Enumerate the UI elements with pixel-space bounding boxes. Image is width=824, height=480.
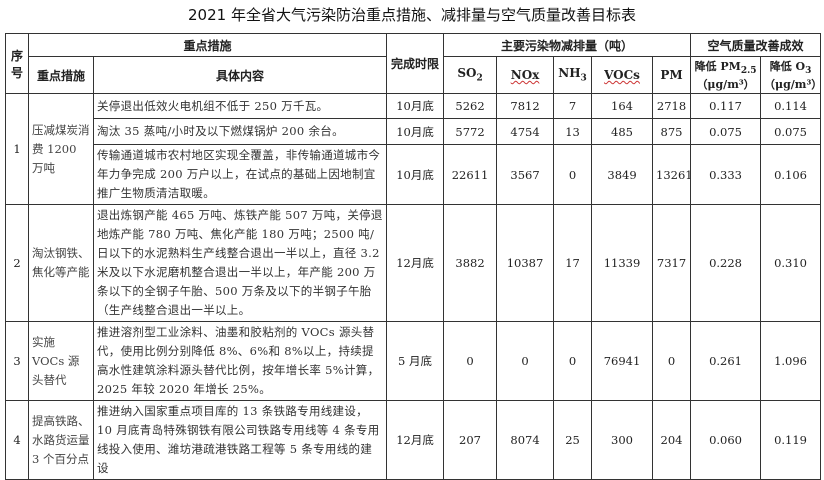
header-so2: SO2 (443, 55, 498, 95)
nox-cell: 4754 (496, 118, 555, 146)
so2-cell: 5772 (443, 118, 498, 146)
nox-cell: 8074 (496, 400, 555, 480)
vocs-cell: 485 (591, 118, 654, 146)
measure-cell: 淘汰钢铁、焦化等产能 (28, 204, 94, 323)
measure-cell: 提高铁路、水路货运量 3 个百分点 (28, 400, 94, 480)
so2-cell: 3882 (443, 204, 498, 323)
pm25-cell: 0.228 (690, 204, 762, 323)
o3-cell: 0.106 (760, 144, 822, 206)
table-row: 2 淘汰钢铁、焦化等产能 退出炼钢产能 465 万吨、炼铁产能 507 万吨，关停退… (5, 204, 822, 323)
nh3-cell: 0 (553, 144, 593, 206)
deadline-cell: 5 月底 (386, 321, 445, 402)
vocs-cell: 3849 (591, 144, 654, 206)
seq-cell: 3 (5, 321, 29, 402)
pm-cell: 875 (652, 118, 692, 146)
table-row: 1 压减煤炭消费 1200 万吨 关停退出低效火电机组不低于 250 万千瓦。 10月… (5, 93, 822, 206)
table-title: 2021 年全省大气污染防治重点措施、减排量与空气质量改善目标表 (188, 6, 636, 24)
nh3-cell: 13 (553, 118, 593, 146)
header-pm25: 降低 PM2.5 （μg/m³） (690, 55, 762, 95)
nox-cell: 0 (496, 321, 555, 402)
nox-cell: 7812 (496, 93, 555, 120)
header-vocs: VOCs (591, 55, 654, 95)
so2-label: SO (457, 66, 477, 81)
pm25-unit: （μg/m³） (696, 78, 755, 92)
nh3-cell: 25 (553, 400, 593, 480)
so2-cell: 5262 (443, 93, 498, 120)
vocs-cell: 164 (591, 93, 654, 120)
nh3-cell: 7 (553, 93, 593, 120)
nh3-sub: 3 (580, 73, 587, 84)
nh3-label: NH (558, 66, 581, 81)
so2-cell: 0 (443, 321, 498, 402)
pm25-cell: 0.075 (690, 118, 762, 146)
table-row: 4 提高铁路、水路货运量 3 个百分点 推进纳入国家重点项目库的 13 条铁路专用线… (5, 400, 822, 480)
o3-cell: 0.114 (760, 93, 822, 120)
pm-cell: 13261 (652, 144, 692, 206)
o3-cell: 0.310 (760, 204, 822, 323)
targets-table: 序号 重点措施 完成时限 主要污染物减排量（吨） 空气质量改善成效 重点措施 具… (5, 32, 822, 480)
nh3-cell: 0 (553, 321, 593, 402)
pm-cell: 7317 (652, 204, 692, 323)
content-cell: 退出炼钢产能 465 万吨、炼铁产能 507 万吨，关停退地炼产能 780 万吨… (92, 204, 388, 323)
vocs-cell: 76941 (591, 321, 654, 402)
vocs-label: VOCs (604, 68, 640, 83)
deadline-cell: 12月底 (386, 400, 445, 480)
header-seq: 序号 (5, 32, 29, 95)
pm-cell: 2718 (652, 93, 692, 120)
so2-cell: 22611 (443, 144, 498, 206)
deadline-cell: 10月底 (386, 118, 445, 146)
deadline-cell: 10月底 (386, 144, 445, 206)
measure-cell: 实施 VOCs 源头替代 (28, 321, 94, 402)
header-measures-group: 重点措施 (27, 33, 388, 57)
content-cell: 关停退出低效火电机组不低于 250 万千瓦。 (92, 93, 388, 120)
content-cell: 传输通道城市农村地区实现全覆盖，非传输通道城市今年力争完成 200 万户以上，在… (92, 144, 388, 206)
deadline-cell: 10月底 (386, 93, 445, 120)
nh3-cell: 17 (553, 204, 593, 323)
header-o3: 降低 O3 （μg/m³） (760, 55, 822, 95)
pm25-sub: 2.5 (740, 66, 757, 77)
seq-cell: 1 (5, 93, 29, 206)
table-row: 传输通道城市农村地区实现全覆盖，非传输通道城市今年力争完成 200 万户以上，在… (6, 144, 822, 206)
deadline-cell: 12月底 (386, 204, 445, 323)
so2-cell: 207 (443, 400, 498, 480)
seq-cell: 2 (5, 204, 29, 323)
header-deadline: 完成时限 (386, 32, 445, 95)
content-cell: 推进溶剂型工业涂料、油墨和胶粘剂的 VOCs 源头替代，使用比例分别降低 8%、… (92, 321, 388, 402)
pm25-cell: 0.117 (690, 93, 762, 120)
header-content: 具体内容 (92, 55, 388, 95)
nox-cell: 10387 (496, 204, 555, 323)
nox-label: NOx (510, 68, 540, 83)
o3-cell: 1.096 (760, 321, 822, 402)
pm25-label: 降低 PM (694, 60, 741, 73)
table-row: 淘汰 35 蒸吨/小时及以下燃煤锅炉 200 余台。 10月底 5772 4754 13… (6, 118, 822, 146)
seq-cell: 4 (5, 400, 29, 480)
header-aq-group: 空气质量改善成效 (690, 33, 822, 57)
so2-sub: 2 (476, 73, 483, 84)
content-cell: 推进纳入国家重点项目库的 13 条铁路专用线建设，10 月底青岛特殊钢铁有限公司… (92, 400, 388, 480)
table-row: 3 实施 VOCs 源头替代 推进溶剂型工业涂料、油墨和胶粘剂的 VOCs 源头替代… (5, 321, 822, 402)
nox-cell: 3567 (496, 144, 555, 206)
vocs-cell: 11339 (591, 204, 654, 323)
header-measure: 重点措施 (28, 55, 94, 95)
pm25-cell: 0.261 (690, 321, 762, 402)
pm25-cell: 0.333 (690, 144, 762, 206)
header-emissions-group: 主要污染物减排量（吨） (443, 33, 692, 57)
content-cell: 淘汰 35 蒸吨/小时及以下燃煤锅炉 200 余台。 (92, 118, 388, 146)
pm25-cell: 0.060 (690, 400, 762, 480)
header-nh3: NH3 (553, 55, 593, 95)
measure-cell: 压减煤炭消费 1200 万吨 (28, 93, 94, 206)
o3-unit: （μg/m³） (764, 78, 821, 92)
o3-cell: 0.119 (760, 400, 822, 480)
vocs-cell: 300 (591, 400, 654, 480)
header-pm: PM (652, 55, 692, 95)
pm-cell: 204 (652, 400, 692, 480)
pm-cell: 0 (652, 321, 692, 402)
o3-label: 降低 O (769, 60, 806, 73)
o3-cell: 0.075 (760, 118, 822, 146)
header-nox: NOx (496, 55, 555, 95)
o3-sub: 3 (805, 66, 812, 77)
